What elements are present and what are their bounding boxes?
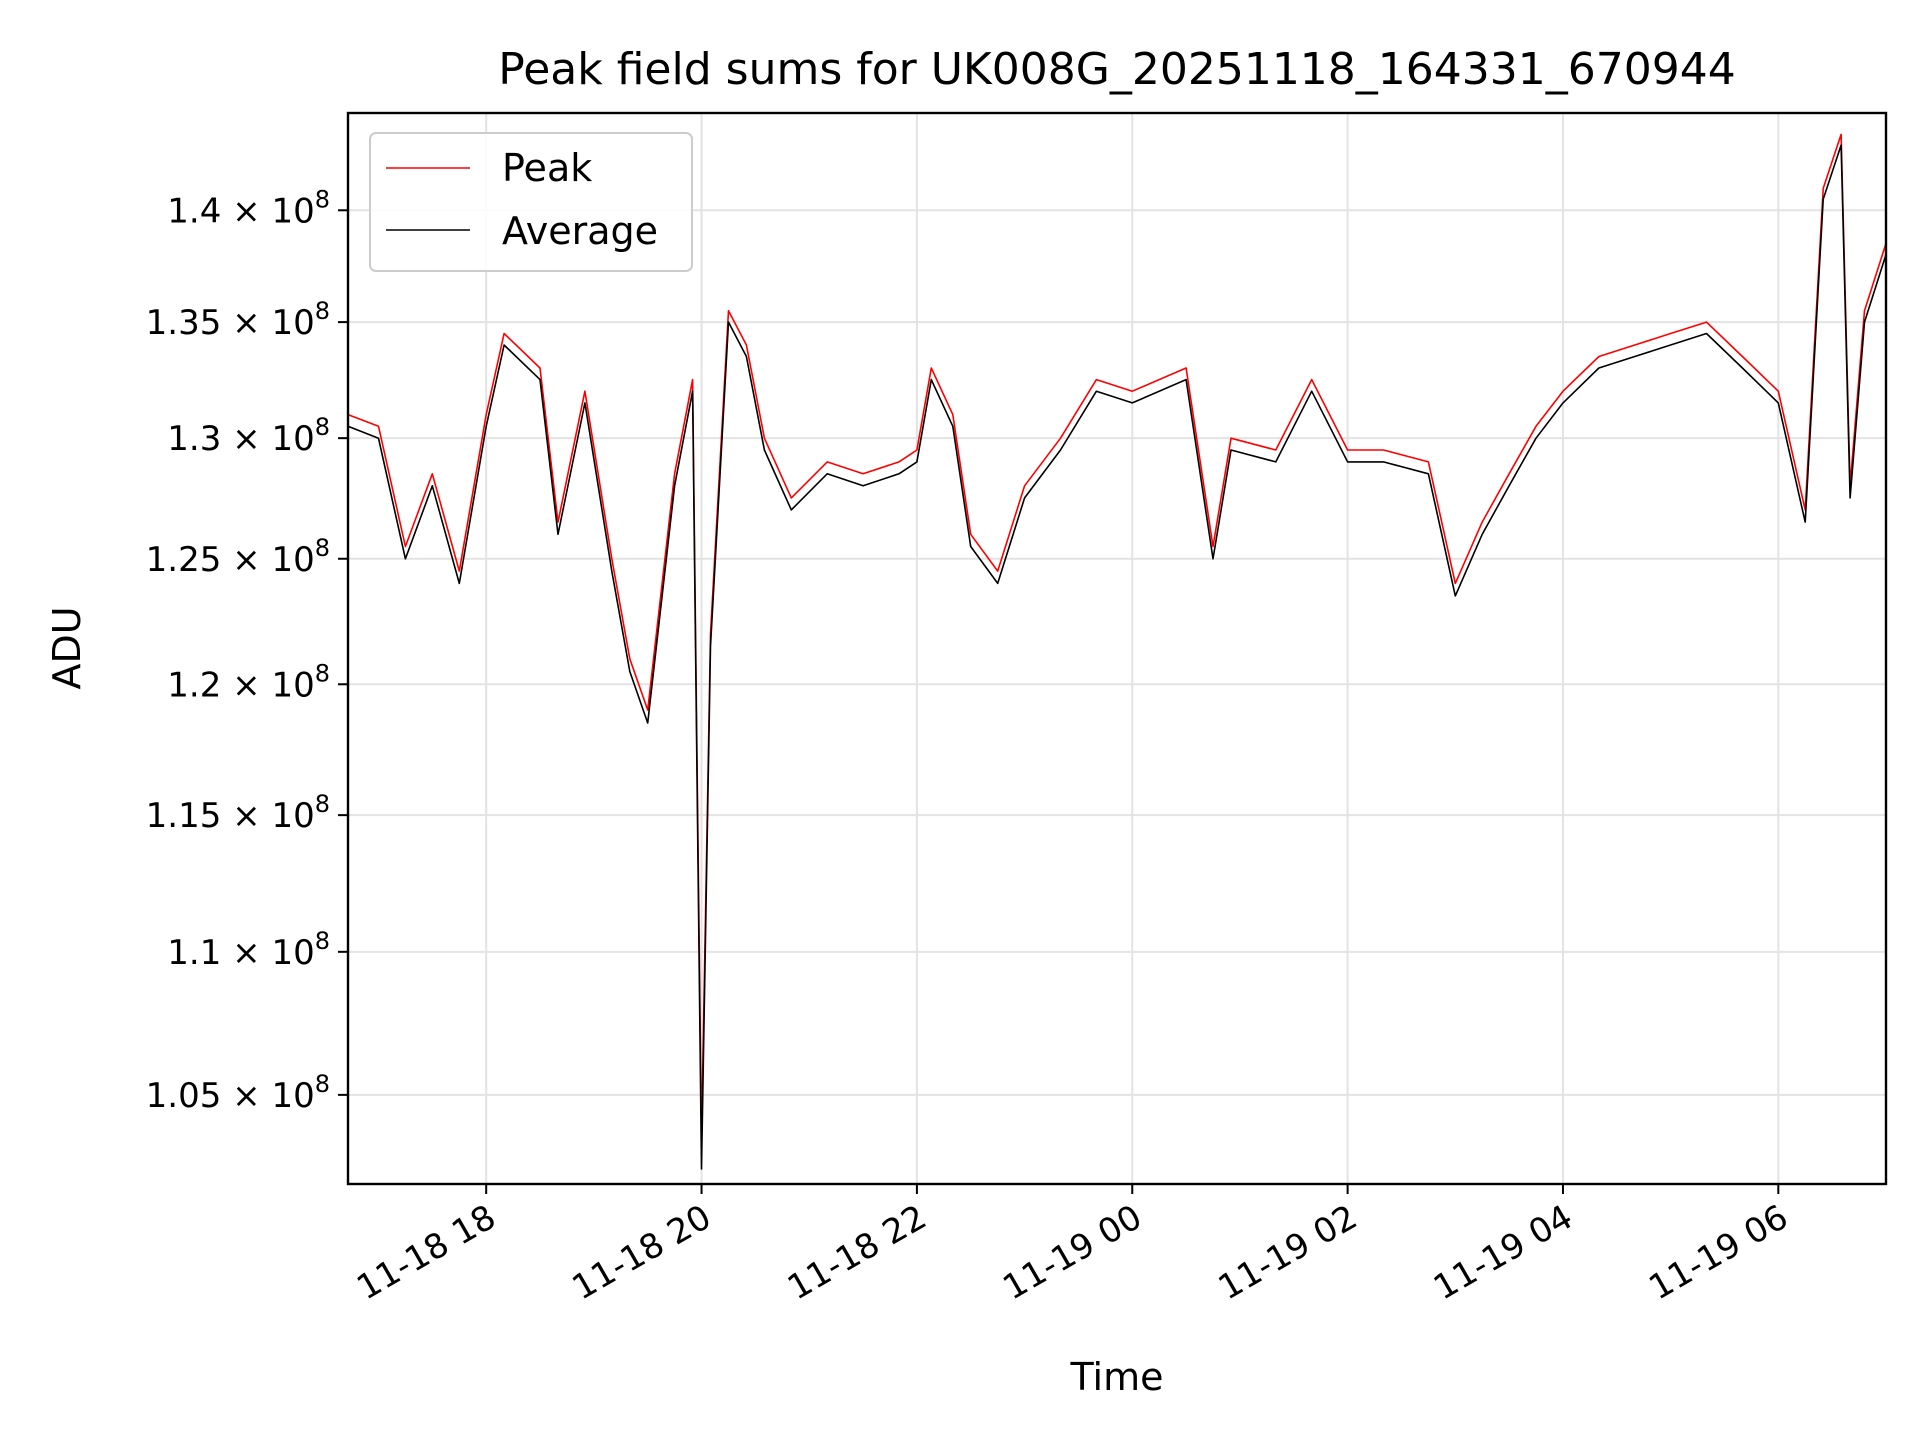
legend: Peak Average xyxy=(369,132,693,272)
series-layer xyxy=(347,133,1887,1170)
y-tick-label: 1.15 × 108 xyxy=(146,790,330,836)
y-axis-title: ADU xyxy=(45,606,89,689)
x-axis-title: Time xyxy=(1070,1355,1164,1399)
y-tick-label: 1.1 × 108 xyxy=(167,927,330,973)
legend-label-peak: Peak xyxy=(502,146,592,190)
series-line-peak xyxy=(347,133,1887,1140)
chart-title: Peak field sums for UK008G_20251118_1643… xyxy=(498,44,1735,95)
plot-frame xyxy=(346,111,1888,1186)
y-tick-label: 1.25 × 108 xyxy=(146,534,330,580)
y-tick-label: 1.3 × 108 xyxy=(167,413,330,459)
y-axis: 1.05 × 108 1.1 × 108 1.15 × 108 1.2 × 108 1.… xyxy=(146,185,348,1116)
series-line-average xyxy=(347,144,1887,1170)
legend-label-average: Average xyxy=(502,209,658,253)
y-tick-label: 1.05 × 108 xyxy=(146,1070,330,1116)
y-tick-label: 1.35 × 108 xyxy=(146,297,330,343)
y-tick-label: 1.4 × 108 xyxy=(167,185,330,231)
y-tick-label: 1.2 × 108 xyxy=(167,659,330,705)
